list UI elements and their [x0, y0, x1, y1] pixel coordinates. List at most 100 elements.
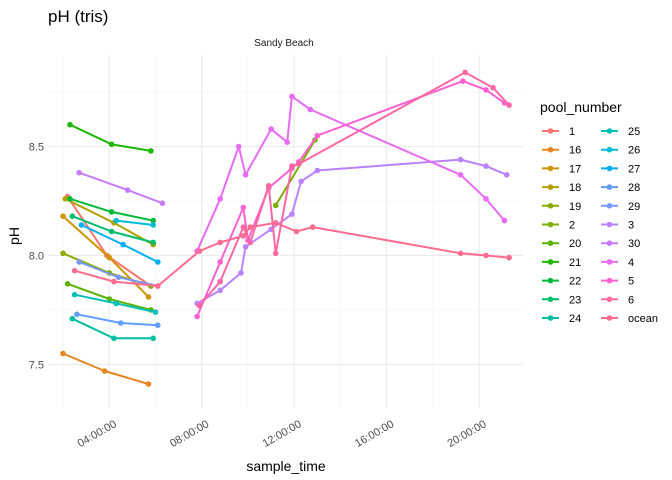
data-point	[71, 267, 78, 274]
grid	[48, 55, 523, 408]
legend-item: 1	[542, 126, 575, 138]
data-point	[483, 163, 489, 169]
x-axis-title: sample_time	[246, 458, 326, 474]
legend-key-point	[547, 128, 554, 134]
facet-label: Sandy Beach	[254, 38, 314, 49]
legend-key-point	[606, 184, 613, 190]
data-point	[268, 126, 274, 132]
data-point	[483, 252, 489, 259]
data-point	[217, 278, 223, 285]
legend-item: 25	[601, 126, 640, 138]
legend-label: ocean	[628, 313, 658, 325]
data-point	[159, 200, 166, 206]
data-point	[67, 121, 73, 128]
data-point	[106, 254, 113, 261]
data-point	[115, 274, 122, 281]
legend-key-point	[547, 296, 554, 303]
series-line	[198, 71, 510, 307]
data-point	[247, 224, 254, 230]
data-point	[309, 224, 316, 230]
data-point	[111, 335, 117, 342]
series-2	[272, 137, 318, 209]
series-line	[116, 219, 154, 226]
data-point	[238, 270, 244, 276]
data-point	[60, 213, 66, 219]
x-tick-label: 12:00:00	[261, 418, 304, 450]
legend-item: 17	[542, 163, 581, 175]
data-point	[101, 368, 108, 374]
legend-label: 5	[628, 276, 634, 288]
data-point	[504, 172, 510, 178]
series-layer	[60, 69, 512, 387]
data-point	[217, 239, 223, 246]
data-point	[150, 239, 156, 246]
data-point	[60, 250, 66, 257]
series-6	[196, 69, 512, 309]
legend: pool_number 1 16 17 18 19 2 20 21 22 23 24 25 26 27 28…	[540, 99, 658, 325]
y-tick-label: 8.0	[29, 250, 44, 262]
series-21	[67, 121, 154, 154]
data-point	[284, 139, 291, 145]
x-tick-labels: 04:00:00 08:00:00 12:00:00 16:00:00 20:00:00	[76, 418, 489, 450]
legend-key-point	[606, 128, 613, 134]
data-point	[111, 278, 117, 285]
legend-label: 16	[569, 145, 581, 157]
series-16	[60, 350, 152, 387]
legend-label: 18	[569, 182, 581, 194]
data-point	[69, 315, 76, 322]
data-point	[314, 132, 321, 139]
series-line	[196, 80, 506, 317]
data-point	[152, 309, 159, 315]
data-point	[298, 178, 304, 185]
legend-label: 30	[628, 238, 640, 250]
legend-label: 6	[628, 294, 634, 306]
legend-item: 30	[601, 238, 640, 250]
legend-item: 5	[601, 276, 634, 288]
data-point	[150, 222, 156, 228]
data-point	[108, 141, 115, 148]
legend-item: 20	[542, 238, 581, 250]
legend-item: 2	[542, 220, 575, 232]
x-tick-label: 04:00:00	[76, 418, 119, 450]
legend-item: 6	[601, 294, 634, 306]
legend-key-point	[606, 165, 613, 172]
data-point	[457, 156, 464, 163]
data-point	[307, 106, 314, 113]
data-point	[113, 217, 119, 224]
data-point	[145, 294, 152, 300]
legend-key-point	[547, 184, 554, 190]
series-5	[194, 78, 508, 320]
data-point	[462, 69, 469, 76]
data-point	[490, 84, 496, 91]
legend-item: 16	[542, 145, 581, 157]
legend-key-point	[606, 296, 613, 303]
data-point	[272, 220, 279, 226]
legend-key-point	[547, 146, 554, 153]
series-line	[274, 139, 316, 206]
legend-label: 24	[569, 313, 581, 325]
data-point	[76, 169, 82, 176]
data-point	[242, 244, 249, 250]
data-point	[240, 224, 247, 230]
data-point	[240, 204, 247, 211]
legend-key-point	[547, 221, 554, 228]
legend-item: 3	[601, 220, 634, 232]
legend-key-point	[606, 240, 613, 246]
data-point	[78, 222, 85, 228]
data-point	[460, 78, 466, 84]
data-point	[289, 163, 295, 169]
legend-title: pool_number	[540, 99, 622, 115]
data-point	[108, 228, 115, 235]
legend-key-point	[547, 203, 554, 209]
legend-key-point	[606, 277, 613, 284]
data-point	[64, 281, 71, 287]
series-22	[67, 196, 156, 224]
series-20	[64, 281, 154, 313]
data-point	[196, 302, 203, 309]
data-point	[247, 239, 254, 246]
data-point	[196, 248, 203, 254]
data-point	[150, 335, 156, 342]
legend-item: 29	[601, 201, 640, 213]
legend-label: 25	[628, 126, 640, 138]
